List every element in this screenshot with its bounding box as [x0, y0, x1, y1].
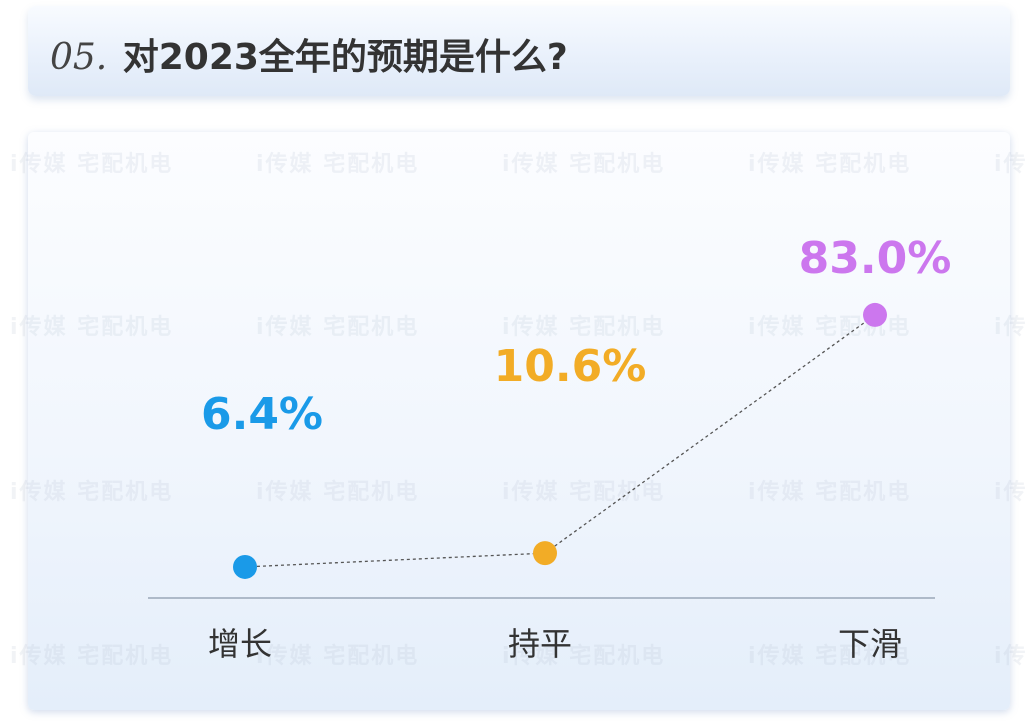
- data-point: [533, 541, 557, 566]
- series-segment: [244, 552, 546, 568]
- page-title: 05. 对2023全年的预期是什么?: [50, 28, 568, 80]
- title-banner: 05. 对2023全年的预期是什么?: [28, 6, 1010, 96]
- x-tick-labels: 增长 持平 下滑: [208, 625, 902, 663]
- series-segment: [544, 314, 876, 554]
- data-label: 83.0%: [799, 233, 952, 284]
- question-title: 对2023全年的预期是什么?: [122, 37, 568, 78]
- x-tick-label: 增长: [208, 625, 272, 663]
- data-labels: 6.4% 10.6% 83.0%: [201, 233, 951, 440]
- data-point: [233, 554, 257, 579]
- x-tick-label: 持平: [508, 625, 572, 663]
- data-label: 6.4%: [201, 389, 323, 440]
- data-label: 10.6%: [494, 341, 647, 392]
- data-points: [233, 302, 887, 579]
- question-number: 05.: [50, 37, 108, 78]
- chart-card: [28, 132, 1010, 710]
- x-tick-label: 下滑: [838, 625, 902, 663]
- data-point: [863, 302, 887, 327]
- series-line: [244, 314, 876, 568]
